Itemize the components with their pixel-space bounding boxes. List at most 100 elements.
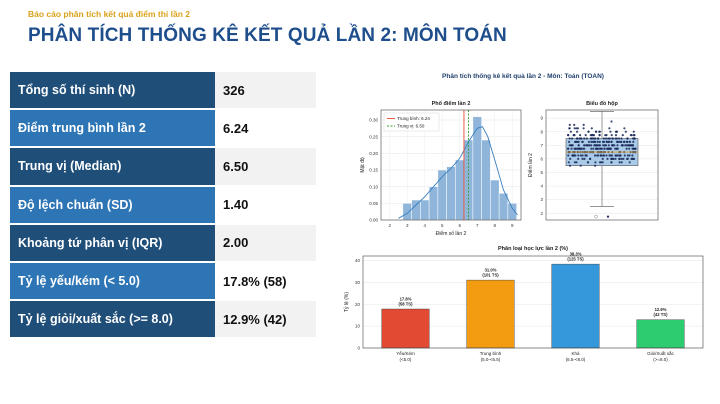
histogram-bar	[437, 169, 447, 221]
boxplot-y-tick-label: 8	[540, 129, 543, 134]
category-bar-pct-label: 17.8%	[400, 297, 412, 302]
category-bar-pct-label: 38.3%	[570, 252, 582, 257]
histogram-x-tick-label: 2	[388, 223, 391, 228]
boxplot-point	[571, 137, 574, 140]
boxplot-point	[596, 137, 600, 140]
boxplot-point	[620, 144, 623, 147]
boxplot-point	[571, 154, 574, 157]
boxplot-frame	[545, 109, 659, 221]
boxplot-point	[568, 137, 571, 140]
boxplot-low-point	[606, 215, 610, 218]
boxplot-point	[605, 140, 608, 143]
analysis-figure: Phân tích thống kê kết quả lần 2 - Môn: …	[333, 64, 713, 378]
boxplot-point	[577, 144, 580, 147]
boxplot-point	[603, 144, 606, 147]
boxplot-point	[582, 127, 585, 130]
boxplot-point	[610, 157, 613, 160]
stats-value: 17.8% (58)	[215, 262, 316, 300]
category-bar	[466, 279, 515, 349]
category-x-tick-name: Yếu/Kém	[396, 351, 415, 356]
boxplot-point	[595, 147, 598, 150]
figure-svg: Phân tích thống kê kết quả lần 2 - Môn: …	[343, 71, 704, 362]
boxplot-outlier	[594, 214, 598, 219]
boxplot-y-tick-label: 3	[540, 197, 543, 202]
stats-value: 6.24	[215, 110, 316, 147]
boxplot-point	[585, 154, 588, 157]
histogram-y-tick-label: 0.10	[369, 184, 378, 189]
boxplot-point	[590, 127, 593, 130]
stats-label: Tổng số thí sinh (N)	[10, 72, 215, 109]
stats-label: Khoảng tứ phân vị (IQR)	[10, 224, 215, 261]
histogram-bar	[411, 199, 421, 221]
boxplot-point	[607, 147, 610, 150]
histogram-x-tick-label: 6	[458, 223, 461, 228]
histogram-bar	[455, 159, 465, 221]
category-x-tick-name: Trung bình	[480, 351, 502, 356]
histogram-chart: Phổ điểm lần 2 0.00 0.05 0.10 0.15 0.20 0.25 0.…	[360, 100, 522, 237]
boxplot-point	[626, 137, 629, 140]
boxplot-point	[618, 161, 621, 164]
boxplot-point	[605, 154, 608, 157]
boxplot-point	[577, 157, 580, 160]
boxplot-point	[598, 134, 601, 137]
category-y-tick-label: 20	[355, 302, 361, 307]
boxplot-point	[625, 147, 628, 150]
stats-row-total: Tổng số thí sinh (N) 326	[10, 72, 316, 109]
boxplot-point	[628, 140, 632, 143]
boxplot-point	[579, 154, 583, 157]
boxplot-point	[579, 134, 582, 137]
boxplot-point	[629, 144, 632, 147]
boxplot-point	[604, 134, 607, 137]
boxplot-point	[610, 140, 613, 143]
boxplot-y-tick-label: 2	[540, 211, 543, 216]
stats-label: Điểm trung bình lần 2	[10, 110, 215, 147]
boxplot-point	[598, 144, 601, 147]
histogram-x-tick-label: 5	[441, 223, 444, 228]
histogram-x-tick-label: 7	[476, 223, 479, 228]
boxplot-point	[579, 164, 582, 167]
boxplot-point	[607, 144, 610, 147]
category-x-tick-name: Giỏi/Xuất sắc	[647, 350, 675, 356]
histogram-y-tick-label: 0.00	[369, 218, 378, 223]
boxplot-point	[618, 157, 621, 160]
histogram-x-tick-label: 4	[423, 223, 426, 228]
boxplot-point	[601, 140, 605, 143]
boxplot-point	[616, 144, 619, 147]
boxplot-point	[631, 154, 634, 157]
stats-row-iqr: Khoảng tứ phân vị (IQR) 2.00	[10, 224, 316, 261]
boxplot-point	[569, 157, 572, 160]
boxplot-point	[568, 123, 571, 126]
boxplot-point	[594, 164, 597, 167]
boxplot-y-tick-label: 6	[540, 156, 543, 161]
boxplot-title: Biểu đồ hộp	[586, 100, 618, 107]
boxplot-point	[618, 154, 621, 157]
stats-row-sd: Độ lệch chuẩn (SD) 1.40	[10, 186, 316, 223]
boxplot-point	[592, 147, 595, 150]
histogram-y-tick-label: 0.20	[369, 151, 378, 156]
boxplot-point	[627, 144, 630, 147]
boxplot-point	[606, 157, 609, 160]
boxplot-point	[567, 134, 570, 137]
boxplot-ylabel: Điểm lần 2	[527, 153, 534, 177]
boxplot-point	[618, 140, 621, 143]
boxplot-point	[602, 154, 605, 157]
boxplot-point	[583, 137, 586, 140]
boxplot-point	[626, 140, 629, 143]
boxplot-y-tick-label: 9	[540, 116, 543, 121]
boxplot-point	[632, 137, 636, 140]
page-title: PHÂN TÍCH THỐNG KÊ KẾT QUẢ LẦN 2: MÔN TO…	[28, 25, 507, 46]
boxplot-point	[621, 134, 624, 137]
boxplot-point	[633, 157, 636, 160]
stats-row-weak: Tỷ lệ yếu/kém (< 5.0) 17.8% (58)	[10, 262, 316, 300]
boxplot-point	[567, 154, 570, 157]
boxplot-point	[615, 147, 618, 150]
boxplot-point	[583, 144, 587, 147]
boxplot-point	[632, 130, 635, 133]
boxplot-point	[614, 134, 618, 137]
legend-median-label: Trung vị: 6.50	[397, 124, 425, 129]
histogram-y-tick-label: 0.30	[369, 118, 378, 123]
boxplot-point	[614, 157, 617, 160]
boxplot-point	[576, 130, 579, 133]
boxplot-point	[624, 130, 627, 133]
boxplot-point	[591, 137, 594, 140]
